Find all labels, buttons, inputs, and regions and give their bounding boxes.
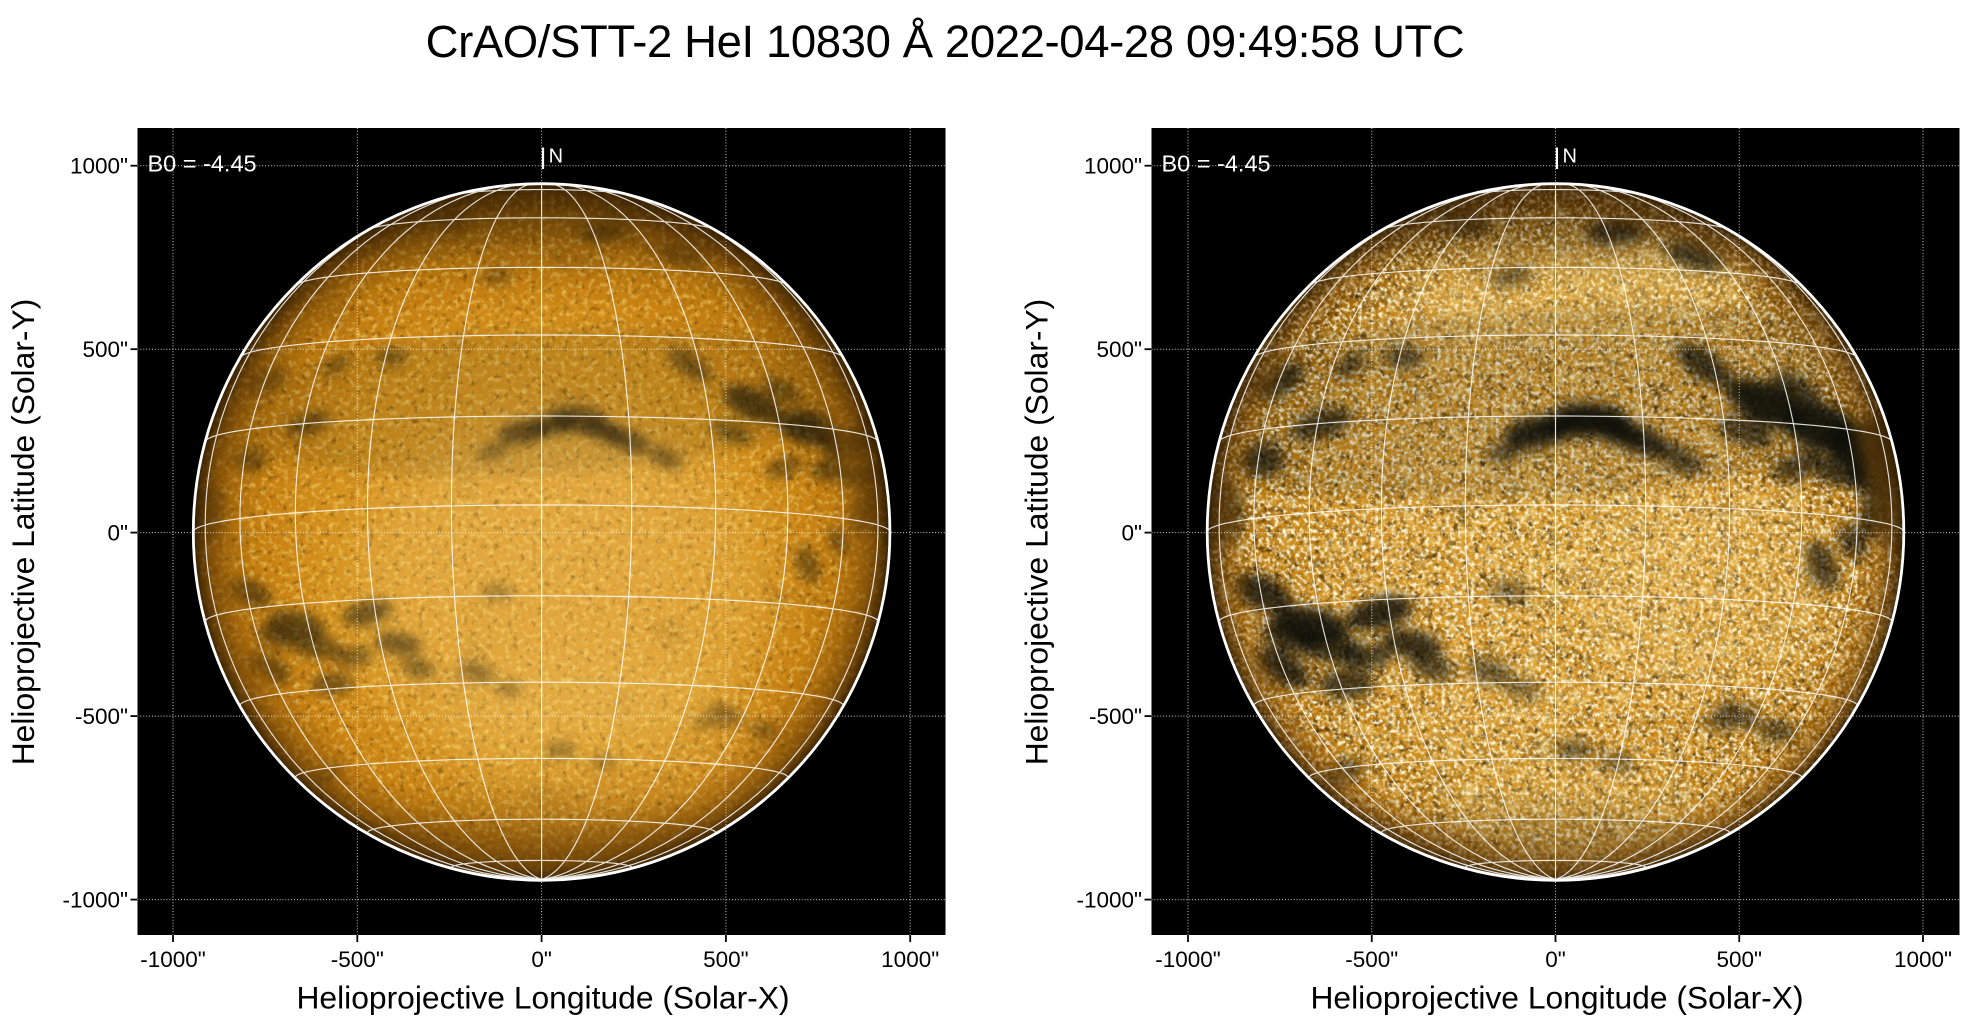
svg-text:500": 500": [1096, 337, 1142, 362]
svg-text:0": 0": [1545, 947, 1566, 972]
svg-text:B0 = -4.45: B0 = -4.45: [1162, 151, 1271, 177]
svg-text:-1000": -1000": [1155, 947, 1221, 972]
svg-text:-500": -500": [331, 947, 384, 972]
svg-text:Helioprojective Longitude (Sol: Helioprojective Longitude (Solar-X): [1310, 980, 1803, 1016]
svg-text:-500": -500": [75, 704, 128, 729]
svg-text:0": 0": [531, 947, 552, 972]
svg-text:1000": 1000": [70, 153, 128, 178]
svg-text:Helioprojective Latitude (Sola: Helioprojective Latitude (Solar-Y): [5, 299, 41, 766]
svg-text:Helioprojective Longitude (Sol: Helioprojective Longitude (Solar-X): [296, 980, 789, 1016]
svg-text:Helioprojective Latitude (Sola: Helioprojective Latitude (Solar-Y): [1019, 299, 1055, 766]
svg-text:1000": 1000": [1894, 947, 1952, 972]
svg-text:N: N: [549, 146, 563, 168]
svg-text:N: N: [1563, 146, 1577, 168]
svg-text:500": 500": [703, 947, 749, 972]
svg-text:0": 0": [107, 520, 128, 545]
svg-text:500": 500": [82, 337, 128, 362]
svg-text:-1000": -1000": [1076, 887, 1142, 912]
svg-text:-500": -500": [1345, 947, 1398, 972]
svg-text:B0 = -4.45: B0 = -4.45: [148, 151, 257, 177]
svg-text:500": 500": [1716, 947, 1762, 972]
svg-text:0": 0": [1121, 520, 1142, 545]
svg-text:CrAO/STT-2 HeI 10830 Å 2022-04: CrAO/STT-2 HeI 10830 Å 2022-04-28 09:49:…: [426, 16, 1465, 67]
svg-text:-1000": -1000": [140, 947, 206, 972]
svg-text:-1000": -1000": [62, 887, 128, 912]
svg-text:-500": -500": [1089, 704, 1142, 729]
svg-text:1000": 1000": [1084, 153, 1142, 178]
svg-text:1000": 1000": [881, 947, 939, 972]
